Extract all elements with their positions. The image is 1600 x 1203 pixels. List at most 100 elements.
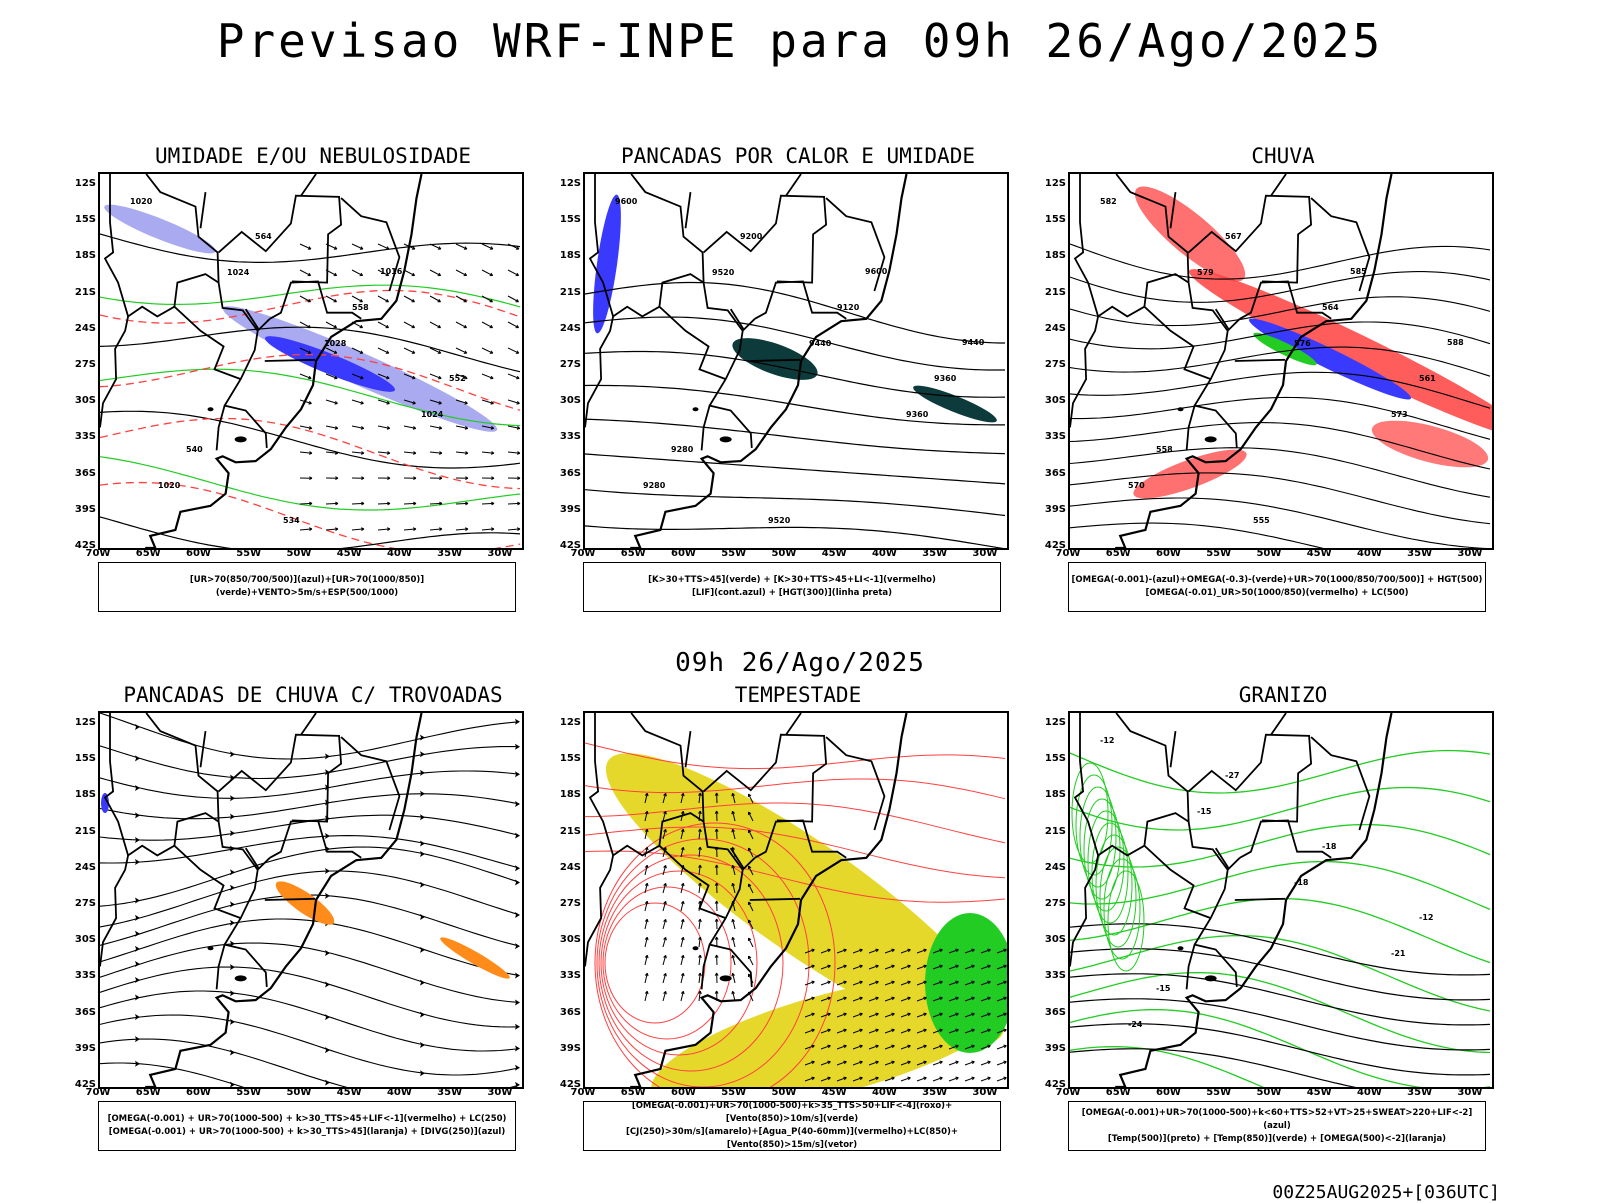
longitude-label: 50W <box>1254 548 1284 559</box>
longitude-label: 35W <box>435 548 465 559</box>
svg-text:9280: 9280 <box>671 445 694 454</box>
latitude-label: 18S <box>68 789 96 800</box>
longitude-label: 70W <box>568 548 598 559</box>
svg-text:534: 534 <box>283 516 300 525</box>
longitude-label: 55W <box>719 1087 749 1098</box>
lake-marker <box>1205 975 1217 981</box>
panel-title: TEMPESTADE <box>583 683 1013 707</box>
jet-shading <box>585 715 1007 1087</box>
longitude-label: 55W <box>234 1087 264 1098</box>
svg-text:582: 582 <box>1100 197 1117 206</box>
svg-text:564: 564 <box>255 232 272 241</box>
latitude-label: 39S <box>553 1043 581 1054</box>
lake-marker <box>693 407 699 411</box>
legend-box: [OMEGA(-0.001)-(azul)+OMEGA(-0.3)-(verde… <box>1068 562 1486 612</box>
longitude-label: 60W <box>183 1087 213 1098</box>
svg-text:9200: 9200 <box>740 232 763 241</box>
latitude-label: 24S <box>68 323 96 334</box>
latitude-label: 36S <box>68 468 96 479</box>
svg-text:9520: 9520 <box>768 516 791 525</box>
longitude-label: 30W <box>1455 548 1485 559</box>
svg-text:9600: 9600 <box>865 267 888 276</box>
longitude-label: 55W <box>1204 548 1234 559</box>
latitude-label: 30S <box>1038 395 1066 406</box>
svg-text:-15: -15 <box>1156 984 1171 993</box>
latitude-label: 39S <box>68 1043 96 1054</box>
latitude-label: 21S <box>1038 287 1066 298</box>
latitude-label: 36S <box>1038 468 1066 479</box>
latitude-label: 12S <box>1038 178 1066 189</box>
latitude-label: 24S <box>553 862 581 873</box>
svg-text:558: 558 <box>1156 445 1173 454</box>
latitude-label: 27S <box>68 898 96 909</box>
political-borders <box>1070 174 1369 450</box>
latitude-label: 18S <box>1038 250 1066 261</box>
latitude-label: 21S <box>553 287 581 298</box>
map-svg <box>100 713 522 1087</box>
lake-marker <box>720 436 732 442</box>
legend-line: [OMEGA(-0.001)-(azul)+OMEGA(-0.3)-(verde… <box>1072 574 1483 587</box>
svg-text:-18: -18 <box>1322 842 1337 851</box>
legend-line: [OMEGA(-0.001) + UR>70(1000-500) + k>30_… <box>108 1113 507 1126</box>
svg-text:540: 540 <box>186 445 203 454</box>
panel-title: PANCADAS POR CALOR E UMIDADE <box>583 144 1013 168</box>
panel-title: UMIDADE E/OU NEBULOSIDADE <box>98 144 528 168</box>
latitude-label: 27S <box>1038 359 1066 370</box>
svg-text:-21: -21 <box>1391 949 1406 958</box>
panel-title: GRANIZO <box>1068 683 1498 707</box>
latitude-label: 24S <box>553 323 581 334</box>
latitude-label: 12S <box>68 717 96 728</box>
latitude-label: 27S <box>553 898 581 909</box>
latitude-label: 15S <box>68 214 96 225</box>
legend-line: [OMEGA(-0.001)+UR>70(1000-500)+k<60+TTS>… <box>1069 1107 1485 1133</box>
panel-title: PANCADAS DE CHUVA C/ TROVOADAS <box>98 683 528 707</box>
map-svg: -12-15-18-21-24-27-18-12-15 <box>1070 713 1492 1087</box>
longitude-label: 55W <box>719 548 749 559</box>
map-svg: 9600952094409360928092009120936092809520… <box>585 174 1007 548</box>
mid-date-label: 09h 26/Ago/2025 <box>0 648 1600 678</box>
longitude-label: 55W <box>234 548 264 559</box>
legend-line: [Temp(500)](preto) + [Temp(850)](verde) … <box>1108 1133 1446 1146</box>
svg-text:588: 588 <box>1447 338 1464 347</box>
latitude-label: 18S <box>553 250 581 261</box>
longitude-label: 45W <box>819 1087 849 1098</box>
longitude-label: 60W <box>668 548 698 559</box>
legend-line: [CJ(250)>30m/s](amarelo)+[Agua_P(40-60mm… <box>584 1126 1000 1152</box>
latitude-label: 18S <box>1038 789 1066 800</box>
legend-box: [UR>70(850/700/500)](azul)+[UR>70(1000/8… <box>98 562 516 612</box>
svg-text:9600: 9600 <box>615 197 638 206</box>
longitude-label: 30W <box>970 1087 1000 1098</box>
main-title: Previsao WRF-INPE para 09h 26/Ago/2025 <box>0 14 1600 68</box>
longitude-label: 35W <box>920 1087 950 1098</box>
svg-text:576: 576 <box>1294 339 1311 348</box>
latitude-label: 27S <box>68 359 96 370</box>
longitude-label: 45W <box>819 548 849 559</box>
svg-text:9280: 9280 <box>643 481 666 490</box>
lake-marker <box>208 407 214 411</box>
latitude-label: 12S <box>68 178 96 189</box>
svg-text:-12: -12 <box>1100 736 1114 745</box>
svg-text:9360: 9360 <box>906 410 929 419</box>
svg-text:552: 552 <box>449 374 466 383</box>
svg-text:9440: 9440 <box>962 338 985 347</box>
latitude-label: 39S <box>553 504 581 515</box>
svg-text:-24: -24 <box>1128 1020 1143 1029</box>
legend-box: [K>30+TTS>45](verde) + [K>30+TTS>45+LI<-… <box>583 562 1001 612</box>
lake-marker <box>208 946 214 950</box>
longitude-label: 60W <box>1153 548 1183 559</box>
longitude-label: 40W <box>1354 548 1384 559</box>
latitude-label: 30S <box>68 934 96 945</box>
longitude-label: 70W <box>83 548 113 559</box>
svg-text:1016: 1016 <box>380 267 403 276</box>
svg-text:9440: 9440 <box>809 339 832 348</box>
longitude-label: 35W <box>1405 1087 1435 1098</box>
latitude-label: 39S <box>1038 504 1066 515</box>
lake-marker <box>1178 946 1184 950</box>
svg-text:1020: 1020 <box>130 197 153 206</box>
